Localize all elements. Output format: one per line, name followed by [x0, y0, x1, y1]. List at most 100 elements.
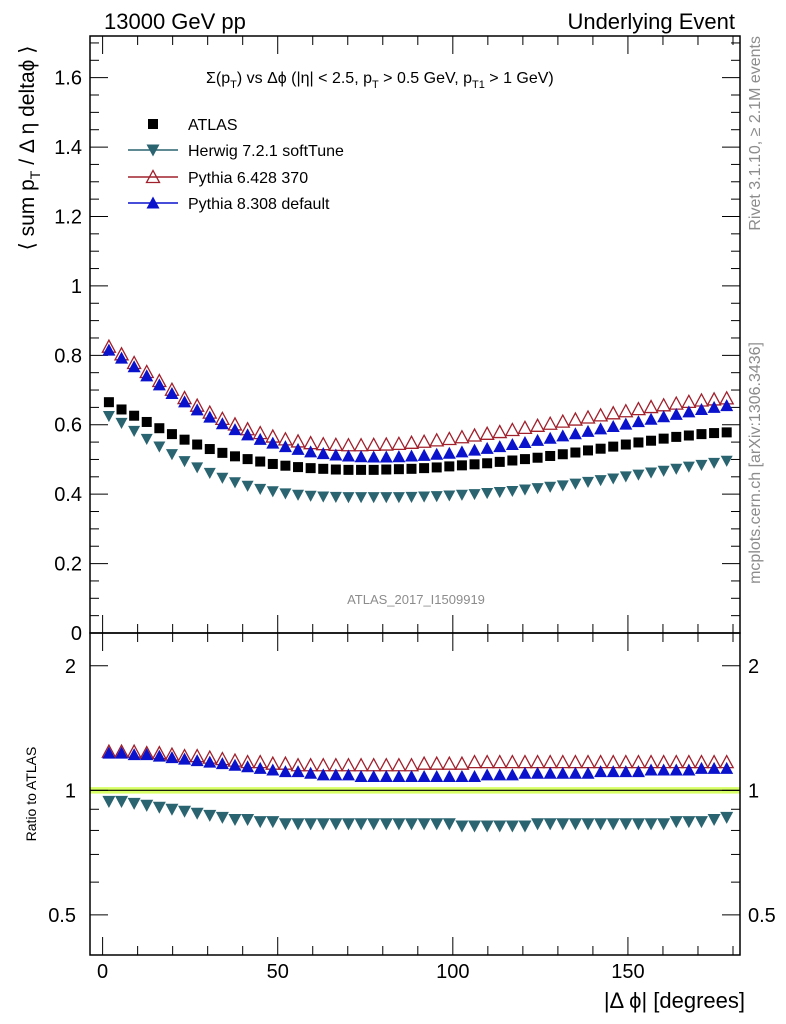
- data-point: [580, 409, 596, 424]
- ratio-data-point: [720, 811, 734, 824]
- data-point: [291, 442, 305, 455]
- ratio-data-point: [619, 765, 633, 778]
- data-point: [292, 489, 305, 501]
- data-point: [696, 429, 707, 440]
- data-point: [392, 450, 406, 463]
- data-point: [330, 464, 341, 475]
- data-point: [466, 427, 483, 442]
- data-point: [567, 411, 583, 426]
- ratio-data-point: [694, 761, 708, 774]
- data-point: [293, 462, 304, 473]
- ratio-data-point: [102, 795, 116, 808]
- data-point: [581, 424, 595, 437]
- ratio-y-tick-label: 1: [65, 780, 76, 802]
- data-point: [304, 445, 318, 458]
- ratio-data-point: [378, 757, 394, 772]
- data-point: [405, 491, 418, 503]
- ratio-series-2: [102, 746, 734, 783]
- data-point: [178, 395, 192, 408]
- data-point: [190, 403, 204, 416]
- data-point: [102, 343, 116, 356]
- ratio-data-point: [266, 816, 280, 829]
- x-tick-label: 150: [611, 961, 644, 983]
- data-point: [469, 459, 480, 470]
- data-point: [454, 429, 470, 444]
- data-point: [241, 428, 255, 441]
- plot-title: Σ(pT) vs Δϕ (|η| < 2.5, pT > 0.5 GeV, pT…: [206, 70, 554, 91]
- ratio-data-point: [682, 763, 696, 776]
- data-point: [391, 435, 407, 451]
- data-point: [429, 432, 445, 447]
- data-point: [392, 492, 405, 504]
- data-point: [367, 492, 380, 504]
- ratio-data-point: [115, 795, 129, 808]
- data-point: [367, 450, 381, 463]
- ratio-data-point: [165, 803, 179, 816]
- data-point: [431, 462, 442, 473]
- header-left-label: 13000 GeV pp: [104, 9, 246, 34]
- data-point: [682, 461, 695, 473]
- data-point: [668, 395, 684, 410]
- data-point: [557, 449, 568, 460]
- legend-marker: [148, 119, 158, 129]
- data-point: [404, 449, 418, 462]
- data-point: [670, 463, 683, 475]
- y-tick-label: 1.4: [54, 137, 82, 159]
- data-point: [468, 489, 481, 501]
- data-point: [128, 425, 141, 437]
- data-point: [517, 420, 533, 435]
- ratio-data-point: [190, 807, 204, 820]
- ratio-data-point: [682, 816, 696, 829]
- data-point: [633, 437, 644, 448]
- ratio-data-point: [354, 770, 368, 783]
- ratio-data-point: [468, 820, 482, 833]
- data-point: [444, 461, 455, 472]
- ratio-data-point: [505, 820, 519, 833]
- ratio-data-point: [228, 758, 242, 771]
- data-point: [203, 410, 217, 423]
- ratio-data-point: [504, 754, 520, 769]
- ratio-series-1: [101, 743, 735, 772]
- ratio-data-point: [455, 820, 469, 833]
- ratio-data-point: [631, 818, 645, 831]
- data-point: [531, 483, 544, 495]
- data-point: [656, 397, 672, 412]
- ratio-data-point: [140, 799, 154, 812]
- data-point: [620, 439, 631, 450]
- data-point: [709, 428, 720, 439]
- ratio-data-point: [568, 818, 582, 831]
- ratio-data-point: [567, 754, 583, 769]
- ratio-data-point: [442, 770, 456, 783]
- ratio-data-point: [505, 768, 519, 781]
- data-point: [353, 437, 369, 452]
- ratio-data-point: [329, 818, 343, 831]
- ratio-data-point: [241, 814, 255, 827]
- data-point: [191, 462, 204, 474]
- ratio-data-point: [127, 797, 141, 810]
- data-point: [605, 405, 621, 420]
- ratio-data-point: [479, 754, 495, 769]
- ratio-plot-panel: 0.5 0.5 1 1 2 2 0 50 100 150 Ratio to ATLAS |Δ ϕ…: [23, 632, 776, 1013]
- data-point: [215, 417, 229, 430]
- data-point: [619, 471, 632, 483]
- data-point: [192, 439, 203, 450]
- data-point: [492, 424, 508, 439]
- data-point: [608, 441, 619, 452]
- data-point: [545, 450, 556, 461]
- data-point: [266, 486, 279, 498]
- data-point: [632, 469, 645, 481]
- ratio-data-point: [417, 770, 431, 783]
- data-point: [255, 456, 266, 467]
- data-point: [682, 405, 696, 418]
- data-point: [153, 441, 166, 453]
- ratio-data-point: [543, 766, 557, 779]
- ratio-data-point: [581, 766, 595, 779]
- ratio-data-point: [441, 755, 457, 770]
- ratio-data-point: [379, 770, 393, 783]
- data-point: [203, 467, 216, 479]
- data-point: [340, 437, 357, 452]
- data-point: [381, 464, 392, 475]
- main-plot-panel: 0 0.2 0.4 0.6 0.8 1 1.2 1.4 1.6 Σ(pT) vs Δϕ (|η|…: [16, 35, 741, 645]
- data-point: [416, 433, 432, 448]
- data-point: [368, 464, 379, 475]
